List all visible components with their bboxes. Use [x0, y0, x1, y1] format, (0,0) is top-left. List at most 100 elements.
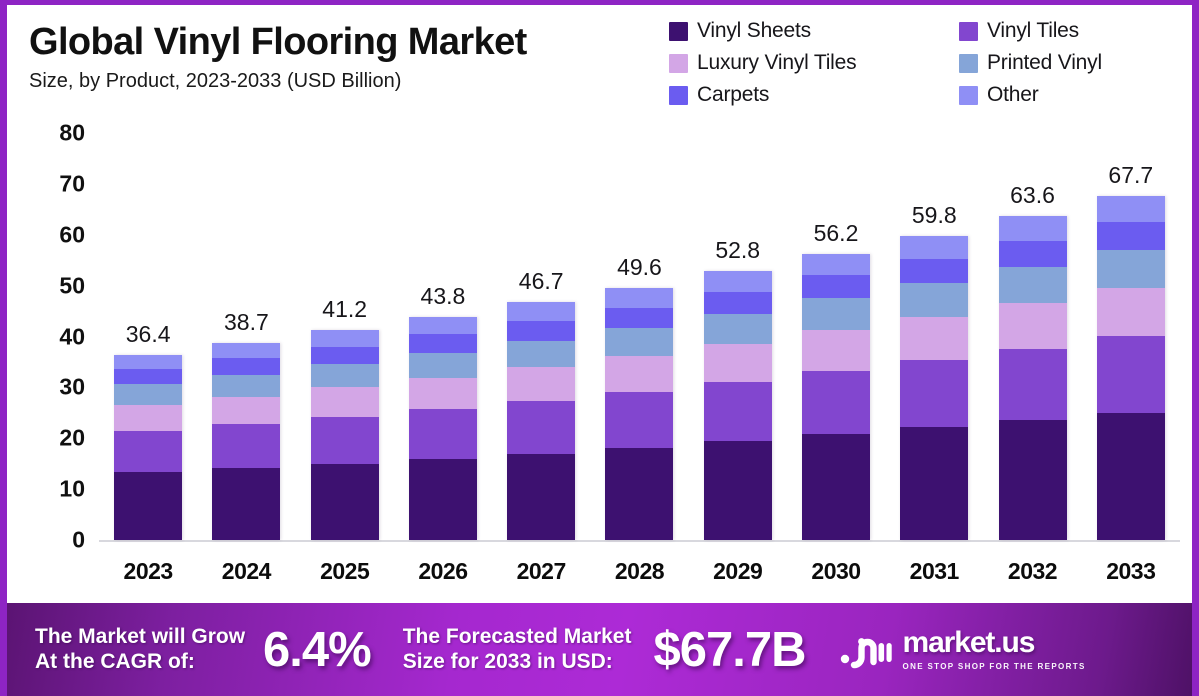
bar-group[interactable]: 59.8 2031 — [891, 123, 977, 601]
legend-item-carpets[interactable]: Carpets — [669, 83, 959, 107]
bar-segment-vinyl-sheets[interactable] — [998, 420, 1067, 540]
legend-label: Vinyl Sheets — [697, 19, 811, 42]
stacked-bar[interactable] — [212, 343, 281, 540]
bar-group[interactable]: 41.2 2025 — [302, 123, 388, 601]
bar-segment-other[interactable] — [507, 302, 576, 322]
bar-segment-luxury-vinyl-tiles[interactable] — [310, 387, 379, 417]
bar-segment-printed-vinyl[interactable] — [114, 384, 183, 405]
stacked-bar[interactable] — [114, 354, 183, 540]
bar-segment-other[interactable] — [605, 287, 674, 308]
bar-segment-luxury-vinyl-tiles[interactable] — [703, 343, 772, 382]
bar-segment-vinyl-sheets[interactable] — [703, 440, 772, 540]
bar-segment-other[interactable] — [900, 235, 969, 259]
bar-segment-other[interactable] — [998, 216, 1067, 241]
bar-segment-vinyl-sheets[interactable] — [310, 463, 379, 540]
bar-group[interactable]: 43.8 2026 — [400, 123, 486, 601]
legend-label: Luxury Vinyl Tiles — [697, 51, 857, 74]
bar-segment-printed-vinyl[interactable] — [605, 328, 674, 357]
stacked-bar[interactable] — [998, 216, 1067, 540]
bar-segment-printed-vinyl[interactable] — [801, 298, 870, 331]
bar-segment-vinyl-tiles[interactable] — [801, 371, 870, 435]
legend-item-luxury-vinyl-tiles[interactable]: Luxury Vinyl Tiles — [669, 51, 959, 75]
chart-legend: Vinyl Sheets Vinyl Tiles Luxury Vinyl Tile… — [669, 15, 1189, 111]
bar-segment-vinyl-tiles[interactable] — [605, 391, 674, 448]
bar-segment-luxury-vinyl-tiles[interactable] — [1096, 288, 1165, 337]
bar-segment-luxury-vinyl-tiles[interactable] — [605, 356, 674, 392]
bar-group[interactable]: 67.7 2033 — [1088, 123, 1174, 601]
bar-segment-carpets[interactable] — [212, 358, 281, 375]
bar-segment-vinyl-tiles[interactable] — [310, 416, 379, 464]
bar-segment-carpets[interactable] — [998, 240, 1067, 267]
bar-segment-luxury-vinyl-tiles[interactable] — [408, 377, 477, 410]
legend-item-vinyl-tiles[interactable]: Vinyl Tiles — [959, 19, 1189, 43]
bar-segment-printed-vinyl[interactable] — [212, 374, 281, 397]
bar-segment-luxury-vinyl-tiles[interactable] — [900, 317, 969, 361]
bar-segment-luxury-vinyl-tiles[interactable] — [114, 404, 183, 431]
bar-group[interactable]: 63.6 2032 — [990, 123, 1076, 601]
bar-segment-vinyl-sheets[interactable] — [507, 453, 576, 540]
bar-segment-other[interactable] — [1096, 195, 1165, 223]
bar-group[interactable]: 52.8 2029 — [695, 123, 781, 601]
stacked-bar[interactable] — [900, 235, 969, 540]
bar-segment-luxury-vinyl-tiles[interactable] — [801, 330, 870, 372]
bar-segment-vinyl-tiles[interactable] — [900, 360, 969, 428]
bar-segment-carpets[interactable] — [801, 274, 870, 299]
bar-group[interactable]: 56.2 2030 — [793, 123, 879, 601]
bar-segment-other[interactable] — [310, 330, 379, 347]
bar-group[interactable]: 36.4 2023 — [105, 123, 191, 601]
bar-segment-carpets[interactable] — [1096, 222, 1165, 250]
bar-segment-carpets[interactable] — [703, 291, 772, 314]
header: Global Vinyl Flooring Market Size, by Pr… — [7, 5, 1192, 123]
bar-segment-vinyl-tiles[interactable] — [998, 348, 1067, 421]
legend-item-other[interactable]: Other — [959, 83, 1189, 107]
stacked-bar[interactable] — [703, 271, 772, 540]
bar-segment-printed-vinyl[interactable] — [507, 340, 576, 368]
bar-segment-printed-vinyl[interactable] — [1096, 250, 1165, 289]
bar-segment-carpets[interactable] — [408, 334, 477, 353]
bar-segment-luxury-vinyl-tiles[interactable] — [507, 367, 576, 401]
bar-segment-vinyl-tiles[interactable] — [212, 424, 281, 469]
bar-group[interactable]: 46.7 2027 — [498, 123, 584, 601]
stacked-bar[interactable] — [408, 317, 477, 540]
bar-segment-printed-vinyl[interactable] — [900, 283, 969, 318]
bar-segment-carpets[interactable] — [900, 258, 969, 284]
bar-segment-vinyl-tiles[interactable] — [1096, 336, 1165, 413]
bar-segment-vinyl-tiles[interactable] — [408, 409, 477, 459]
bar-segment-printed-vinyl[interactable] — [703, 313, 772, 344]
bar-segment-carpets[interactable] — [507, 321, 576, 341]
stacked-bar[interactable] — [1096, 195, 1165, 540]
legend-item-printed-vinyl[interactable]: Printed Vinyl — [959, 51, 1189, 75]
bar-segment-printed-vinyl[interactable] — [408, 352, 477, 378]
legend-item-vinyl-sheets[interactable]: Vinyl Sheets — [669, 19, 959, 43]
stacked-bar[interactable] — [801, 254, 870, 540]
bar-segment-vinyl-sheets[interactable] — [212, 468, 281, 540]
bar-segment-other[interactable] — [703, 271, 772, 292]
bar-segment-carpets[interactable] — [605, 307, 674, 329]
bar-segment-vinyl-sheets[interactable] — [900, 427, 969, 540]
market-us-logo[interactable]: market.us ONE STOP SHOP FOR THE REPORTS — [840, 628, 1086, 671]
bar-segment-other[interactable] — [408, 317, 477, 335]
bar-segment-luxury-vinyl-tiles[interactable] — [998, 302, 1067, 349]
bar-group[interactable]: 38.7 2024 — [203, 123, 289, 601]
bar-segment-vinyl-sheets[interactable] — [801, 434, 870, 540]
bar-segment-vinyl-sheets[interactable] — [1096, 412, 1165, 540]
stacked-bar[interactable] — [605, 287, 674, 540]
stacked-bar[interactable] — [507, 302, 576, 540]
legend-swatch-icon — [959, 21, 978, 41]
bar-segment-other[interactable] — [212, 343, 281, 359]
bar-segment-other[interactable] — [114, 354, 183, 370]
bar-segment-printed-vinyl[interactable] — [310, 363, 379, 388]
bar-segment-other[interactable] — [801, 254, 870, 275]
bar-segment-carpets[interactable] — [114, 369, 183, 385]
bar-segment-printed-vinyl[interactable] — [998, 266, 1067, 303]
bar-segment-vinyl-sheets[interactable] — [408, 458, 477, 540]
bar-segment-luxury-vinyl-tiles[interactable] — [212, 396, 281, 425]
bar-segment-vinyl-tiles[interactable] — [507, 400, 576, 454]
bar-segment-vinyl-sheets[interactable] — [605, 447, 674, 540]
bar-group[interactable]: 49.6 2028 — [596, 123, 682, 601]
bar-segment-vinyl-sheets[interactable] — [114, 472, 183, 540]
bar-segment-carpets[interactable] — [310, 346, 379, 364]
bar-segment-vinyl-tiles[interactable] — [114, 430, 183, 473]
bar-segment-vinyl-tiles[interactable] — [703, 381, 772, 441]
stacked-bar[interactable] — [310, 330, 379, 540]
